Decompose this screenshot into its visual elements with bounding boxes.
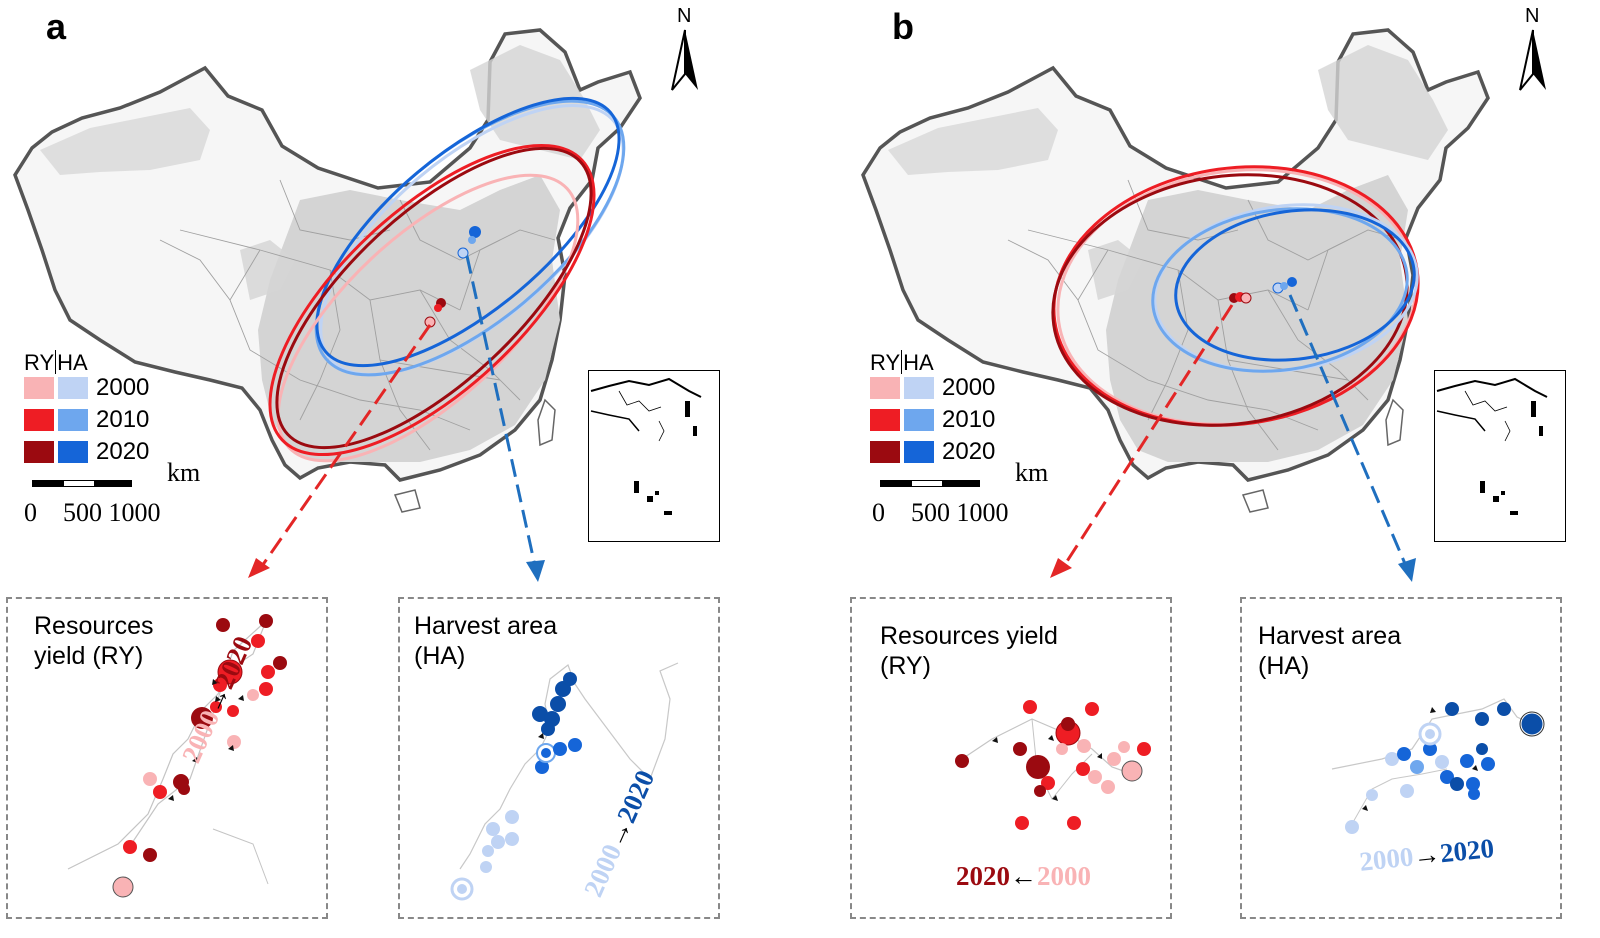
panel-a: a xyxy=(6,5,720,919)
ellipse-ry-2000 xyxy=(276,173,580,463)
ellipse-ry-2010 xyxy=(268,143,596,457)
ha-zoom-arrow xyxy=(1288,294,1408,567)
zoom-box-ha: Harvest area (HA) xyxy=(398,597,720,919)
north-label: N xyxy=(677,5,691,27)
ry-trajectory xyxy=(67,614,287,898)
ry-zoom-arrow xyxy=(260,324,432,567)
zoom-box-ry: Resources yield (RY) xyxy=(6,597,328,919)
ry-year-range: 2020←2000 xyxy=(956,861,1091,891)
zoom-box-ry: Resources yield (RY) xyxy=(850,597,1172,919)
ellipse-ha-2020 xyxy=(315,96,621,368)
legend-row-2020: 2020 xyxy=(24,438,224,468)
legend-header: RY HA xyxy=(24,350,88,375)
north-arrow: N xyxy=(1519,5,1546,91)
ha-trajectory xyxy=(450,662,679,901)
legend-row-2020: 2020 xyxy=(870,438,1070,468)
panel-letter: b xyxy=(892,6,914,47)
ellipse-ha-2010 xyxy=(1151,207,1409,373)
ha-zoom-arrow xyxy=(465,255,537,567)
legend-row-2010: 2010 xyxy=(870,406,1070,436)
ha-trajectory xyxy=(1331,698,1545,834)
ry-trajectory xyxy=(955,700,1151,830)
centroids xyxy=(1229,277,1297,304)
cropland-areas xyxy=(40,45,600,462)
zoom-title: Resources yield (RY) xyxy=(34,612,154,670)
zoom-title: Resources yield (RY) xyxy=(880,622,1058,680)
north-arrow: N xyxy=(671,5,698,91)
zoom-title: Harvest area (HA) xyxy=(414,612,558,670)
north-label: N xyxy=(1525,5,1539,27)
ellipses xyxy=(268,96,626,463)
zoom-box-ha: Harvest area (HA) xyxy=(1240,597,1562,919)
legend-header: RY HA xyxy=(870,350,934,375)
south-china-sea-inset xyxy=(588,370,720,542)
legend-row-2000: 2000 xyxy=(24,374,224,404)
map-panel-a xyxy=(13,28,642,582)
panel-b: b xyxy=(800,0,1600,938)
ellipses xyxy=(1051,165,1420,427)
legend-row-2000: 2000 xyxy=(870,374,1070,404)
zoom-title: Harvest area (HA) xyxy=(1258,622,1402,680)
legend-row-2010: 2010 xyxy=(24,406,224,436)
ellipse-ha-2020 xyxy=(1174,208,1416,362)
centroids xyxy=(424,226,481,328)
panel-letter: a xyxy=(46,6,67,47)
ellipse-ry-2020 xyxy=(275,146,593,450)
south-china-sea-inset xyxy=(1434,370,1566,542)
map-panel-b xyxy=(861,28,1490,582)
